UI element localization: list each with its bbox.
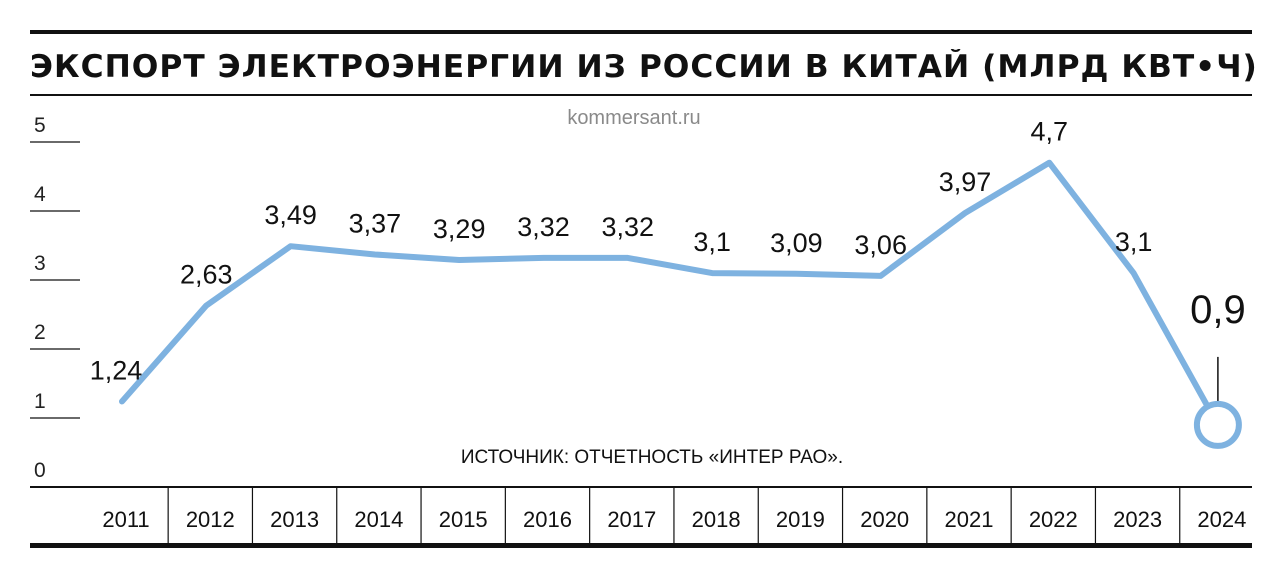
highlight-marker <box>1193 400 1242 449</box>
title-rule <box>30 94 1252 96</box>
source-note: ИСТОЧНИК: ОТЧЕТНОСТЬ «ИНТЕР РАО». <box>461 447 843 468</box>
top-rule <box>30 30 1252 34</box>
data-label: 3,37 <box>349 208 402 238</box>
x-tick-label: 2012 <box>186 507 235 532</box>
x-tick-label: 2015 <box>439 507 488 532</box>
series-group <box>119 159 1221 428</box>
x-tick-label: 2011 <box>102 507 149 532</box>
x-tick-label: 2023 <box>1113 507 1162 532</box>
x-tick-label: 2018 <box>692 507 741 532</box>
y-tick-label: 0 <box>34 459 46 482</box>
x-tick-label: 2019 <box>776 507 825 532</box>
y-tick-label: 3 <box>34 252 46 275</box>
y-tick-label: 5 <box>34 114 46 137</box>
data-label: 0,9 <box>1190 288 1246 332</box>
x-tick-label: 2020 <box>860 507 909 532</box>
x-tick-label: 2021 <box>945 507 994 532</box>
data-label: 3,1 <box>693 227 731 257</box>
x-tick-label: 2022 <box>1029 507 1078 532</box>
x-tick-label: 2013 <box>270 507 319 532</box>
data-label: 3,32 <box>602 212 655 242</box>
series-line <box>119 159 1221 428</box>
bottom-rule <box>30 543 1252 548</box>
data-label: 1,24 <box>90 355 143 385</box>
watermark: kommersant.ru <box>567 107 700 129</box>
y-tick-label: 4 <box>34 183 46 206</box>
x-tick-label: 2017 <box>607 507 656 532</box>
y-axis: 0 1 2 3 4 5 <box>30 114 1252 488</box>
x-tick-label: 2016 <box>523 507 572 532</box>
data-label: 3,29 <box>433 214 486 244</box>
x-tick-label: 2014 <box>354 507 403 532</box>
chart-title: ЭКСПОРТ ЭЛЕКТРОЭНЕРГИИ ИЗ РОССИИ В КИТАЙ… <box>30 49 1258 85</box>
data-label: 3,06 <box>854 230 907 260</box>
data-label: 2,63 <box>180 260 233 290</box>
data-label: 3,09 <box>770 228 823 258</box>
data-label: 4,7 <box>1031 117 1069 147</box>
data-label: 3,97 <box>939 167 992 197</box>
x-tick-label: 2024 <box>1197 507 1246 532</box>
data-labels: 1,24 2,63 3,49 3,37 3,29 3,32 3,32 3,1 3,09 3,06 3… <box>90 117 1246 449</box>
data-label: 3,1 <box>1115 227 1153 257</box>
x-axis: 2011 2012 2013 2014 2015 2016 2017 2018 2019 2020… <box>102 488 1246 543</box>
y-tick-label: 1 <box>34 390 46 413</box>
y-tick-label: 2 <box>34 321 46 344</box>
data-label: 3,32 <box>517 212 570 242</box>
data-label: 3,49 <box>264 200 317 230</box>
